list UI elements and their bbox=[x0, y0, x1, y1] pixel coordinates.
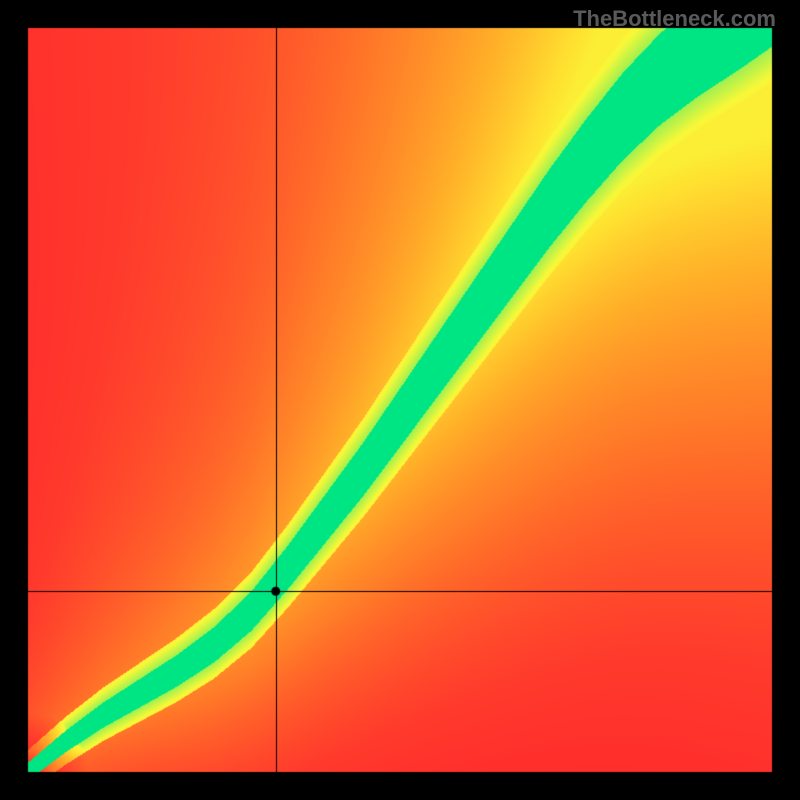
watermark-text: TheBottleneck.com bbox=[573, 6, 776, 32]
bottleneck-heatmap bbox=[0, 0, 800, 800]
chart-container: TheBottleneck.com bbox=[0, 0, 800, 800]
